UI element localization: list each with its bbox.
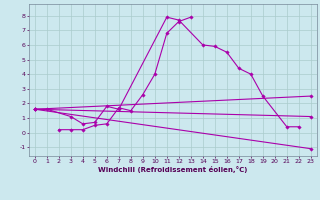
X-axis label: Windchill (Refroidissement éolien,°C): Windchill (Refroidissement éolien,°C) [98, 166, 247, 173]
